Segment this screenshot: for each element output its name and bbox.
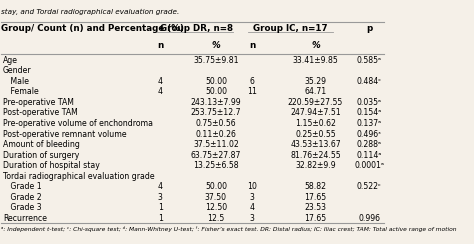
Text: 64.71: 64.71 [304,87,327,96]
Text: 11: 11 [247,87,257,96]
Text: Recurrence: Recurrence [3,214,47,223]
Text: Female: Female [3,87,39,96]
Text: Grade 2: Grade 2 [3,193,42,202]
Text: 4: 4 [250,203,255,213]
Text: 35.29: 35.29 [304,77,327,86]
Text: Group/ Count (n) and Percentage (%): Group/ Count (n) and Percentage (%) [1,24,184,33]
Text: Post-operative TAM: Post-operative TAM [3,108,78,117]
Text: 50.00: 50.00 [205,77,227,86]
Text: 81.76±24.55: 81.76±24.55 [290,151,341,160]
Text: 13.25±6.58: 13.25±6.58 [193,161,239,170]
Text: 247.94±7.51: 247.94±7.51 [290,108,341,117]
Text: 32.82±9.9: 32.82±9.9 [295,161,336,170]
Text: Pre-operative TAM: Pre-operative TAM [3,98,74,107]
Text: 0.288ᵃ: 0.288ᵃ [356,140,382,149]
Text: 4: 4 [158,182,163,191]
Text: 0.154ᵃ: 0.154ᵃ [356,108,382,117]
Text: 3: 3 [158,193,163,202]
Text: Grade 1: Grade 1 [3,182,42,191]
Text: 0.0001ᵃ: 0.0001ᵃ [354,161,384,170]
Text: Group DR, n=8: Group DR, n=8 [160,24,233,33]
Text: Pre-operative volume of enchondroma: Pre-operative volume of enchondroma [3,119,153,128]
Text: 17.65: 17.65 [304,193,327,202]
Text: 0.996: 0.996 [358,214,380,223]
Text: Post-operative remnant volume: Post-operative remnant volume [3,130,127,139]
Text: 4: 4 [158,77,163,86]
Text: 243.13±7.99: 243.13±7.99 [191,98,241,107]
Text: Gender: Gender [3,66,32,75]
Text: 50.00: 50.00 [205,182,227,191]
Text: Male: Male [3,77,29,86]
Text: Duration of hospital stay: Duration of hospital stay [3,161,100,170]
Text: 0.25±0.55: 0.25±0.55 [295,130,336,139]
Text: 37.50: 37.50 [205,193,227,202]
Text: 0.496ᶟ: 0.496ᶟ [357,130,382,139]
Text: 1: 1 [158,214,163,223]
Text: 6: 6 [250,77,255,86]
Text: Tordai radiographical evaluation grade: Tordai radiographical evaluation grade [3,172,155,181]
Text: n: n [249,41,255,51]
Text: 0.585ᵃ: 0.585ᵃ [356,56,382,65]
Text: Age: Age [3,56,18,65]
Text: 33.41±9.85: 33.41±9.85 [292,56,338,65]
Text: n: n [157,41,164,51]
Text: 1.15±0.62: 1.15±0.62 [295,119,336,128]
Text: 12.50: 12.50 [205,203,227,213]
Text: 63.75±27.87: 63.75±27.87 [191,151,241,160]
Text: 3: 3 [250,193,255,202]
Text: 0.75±0.56: 0.75±0.56 [196,119,236,128]
Text: 12.5: 12.5 [207,214,225,223]
Text: 58.82: 58.82 [304,182,327,191]
Text: 50.00: 50.00 [205,87,227,96]
Text: %: % [211,41,220,51]
Text: 0.484ᶜ: 0.484ᶜ [356,77,382,86]
Text: Grade 3: Grade 3 [3,203,42,213]
Text: 10: 10 [247,182,257,191]
Text: 37.5±11.02: 37.5±11.02 [193,140,239,149]
Text: 23.53: 23.53 [304,203,327,213]
Text: Group IC, n=17: Group IC, n=17 [253,24,328,33]
Text: Amount of bleeding: Amount of bleeding [3,140,80,149]
Text: 0.137ᵃ: 0.137ᵃ [356,119,382,128]
Text: 253.75±12.7: 253.75±12.7 [191,108,241,117]
Text: 43.53±13.67: 43.53±13.67 [290,140,341,149]
Text: ᵃ: Independent t-test; ᶜ: Chi-square test; ᵈ: Mann-Whitney U-test; ᶠ: Fisher’s e: ᵃ: Independent t-test; ᶜ: Chi-square tes… [1,226,457,232]
Text: 3: 3 [250,214,255,223]
Text: 0.11±0.26: 0.11±0.26 [195,130,237,139]
Text: 0.522ᶜ: 0.522ᶜ [357,182,382,191]
Text: 220.59±27.55: 220.59±27.55 [288,98,343,107]
Text: 4: 4 [158,87,163,96]
Text: Duration of surgery: Duration of surgery [3,151,79,160]
Text: 0.035ᵃ: 0.035ᵃ [356,98,382,107]
Text: 35.75±9.81: 35.75±9.81 [193,56,239,65]
Text: %: % [311,41,320,51]
Text: 0.114ᵃ: 0.114ᵃ [356,151,382,160]
Text: p: p [366,24,372,33]
Text: 17.65: 17.65 [304,214,327,223]
Text: 1: 1 [158,203,163,213]
Text: stay, and Tordai radiographical evaluation grade.: stay, and Tordai radiographical evaluati… [1,9,180,15]
